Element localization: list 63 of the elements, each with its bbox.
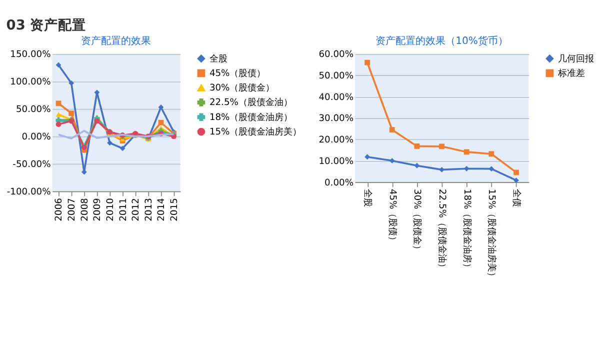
point [120,146,126,152]
x-tick-label: 15%（股债金油房美） [486,188,498,282]
y-tick-label: 100.00% [10,78,52,88]
x-tick-label: 全股 [362,188,374,207]
y-tick-label: 20.00% [318,136,354,146]
point [488,151,494,157]
line-series [58,130,175,140]
point [414,162,420,168]
text: 03 资产配置 [6,16,86,34]
y-tick-label: -50.00% [12,160,52,170]
y-tick-label: 10.00% [318,156,354,167]
legend-label: 15%（股债金油房美） [209,126,302,138]
legend-label: 45%（股债） [209,68,266,79]
point [514,178,519,184]
x-tick-label: 30%（股债金） [412,188,423,254]
point [56,112,62,117]
point [68,80,74,86]
y-tick-label: 150.00% [10,50,52,60]
point [514,170,519,176]
x-tick-label: 2011 [118,198,129,222]
x-tick-label: 22.5%（股债金油） [436,188,448,272]
point [439,166,444,172]
x-tick-label: 2008 [80,198,90,222]
legend-label: 30%（股债金） [209,82,275,94]
point [364,154,370,160]
chart-title: 资产配置的效果 [81,34,152,47]
point [364,60,370,66]
y-tick-label: 0.00% [22,132,52,143]
x-tick-label: 2007 [68,198,78,222]
x-tick-label: 全债 [510,188,522,207]
y-tick-label: 50.00% [16,105,52,116]
y-tick-label: 40.00% [318,92,354,103]
point [389,158,395,164]
point [464,149,470,155]
x-tick-label: 2010 [106,198,116,222]
x-tick-label: 2006 [54,198,65,222]
point [414,143,420,149]
x-tick-label: 2012 [132,198,142,222]
legend-label: 几何回报 [558,53,594,64]
x-tick-label: 2014 [157,198,168,222]
y-tick-label: -100.00% [6,187,52,198]
y-tick-label: 50.00% [318,72,354,82]
point [56,62,62,68]
x-tick-label: 2009 [93,198,104,222]
legend-label: 22.5%（股债金油） [209,97,292,108]
chart-title: 资产配置的效果（10%货币） [376,34,508,47]
legend-label: 全股 [209,53,228,64]
x-tick-label: 2013 [144,198,154,222]
point [56,100,62,106]
point [439,144,444,150]
point [56,122,62,127]
x-tick-label: 2015 [170,198,180,222]
y-tick-label: 0.00% [324,178,354,188]
point [158,120,164,126]
x-tick-label: 45%（股债） [386,188,398,246]
legend-label: 标准差 [556,68,585,79]
legend-label: 18%（股债金油房） [209,112,293,123]
x-tick-label: 18%（股债金油房） [461,188,472,272]
point [107,140,112,146]
point [68,110,74,116]
y-tick-label: 60.00% [318,50,354,60]
point [389,127,395,132]
y-tick-label: 30.00% [318,114,354,124]
